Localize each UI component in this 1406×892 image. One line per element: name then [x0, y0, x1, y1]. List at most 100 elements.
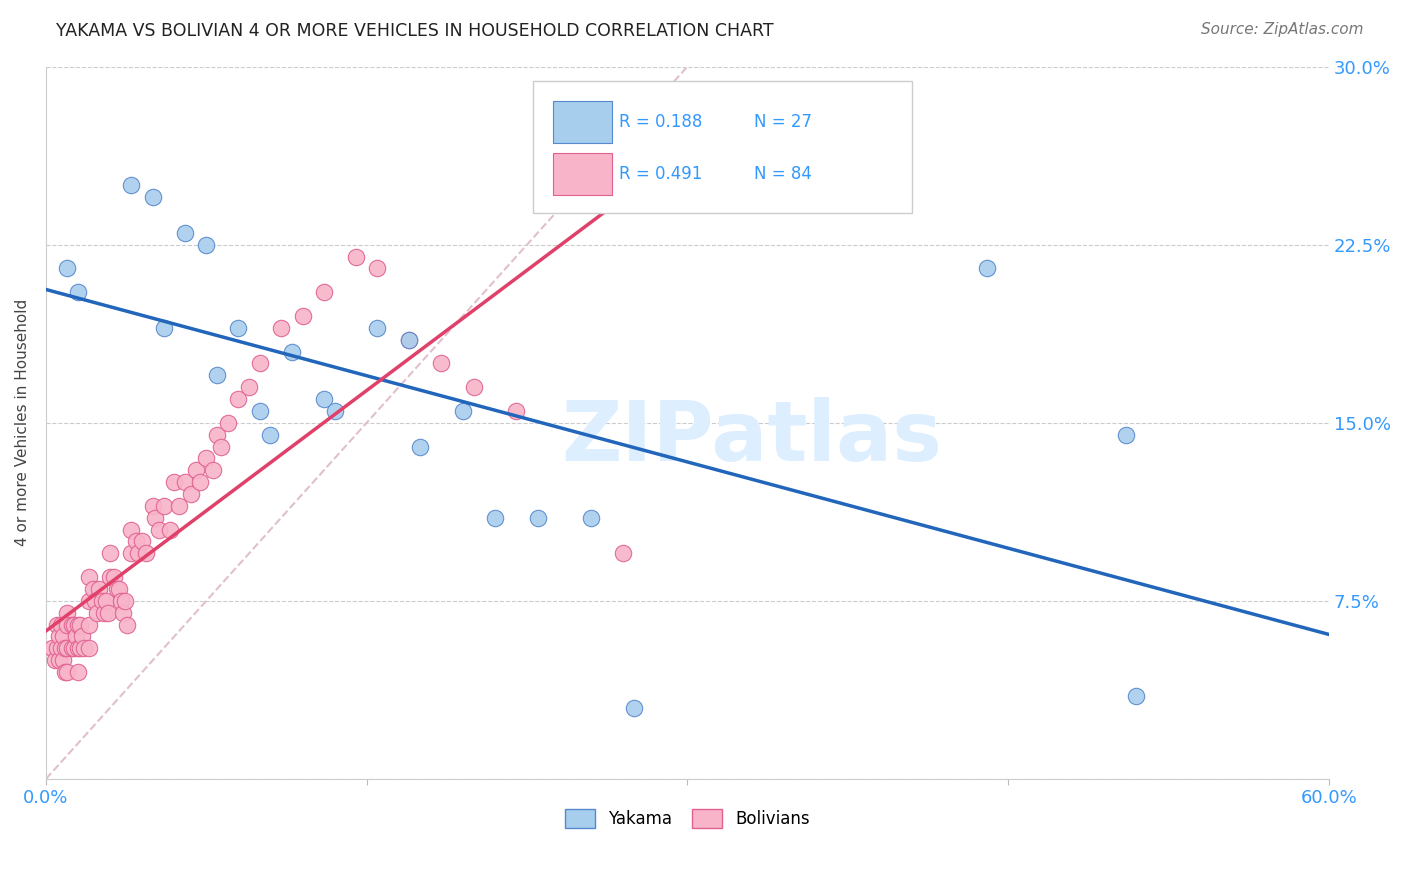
Point [623, 700, 645, 714]
Point [89, 582, 111, 596]
Point [48, 630, 70, 644]
Point [86, 606, 108, 620]
Point [249, 404, 271, 418]
Point [56, 261, 79, 276]
Point [115, 617, 138, 632]
Point [1125, 689, 1147, 703]
Point [53, 641, 76, 656]
Point [41, 641, 63, 656]
Point [209, 440, 232, 454]
Point [77, 641, 100, 656]
Point [259, 427, 281, 442]
Point [67, 617, 90, 632]
Point [52, 630, 75, 644]
FancyBboxPatch shape [553, 101, 612, 143]
Point [69, 617, 91, 632]
Point [77, 570, 100, 584]
Point [505, 404, 527, 418]
Point [77, 594, 100, 608]
Point [463, 380, 485, 394]
Point [1115, 427, 1137, 442]
Point [205, 368, 228, 383]
Point [312, 285, 335, 300]
Point [174, 226, 197, 240]
Point [238, 380, 260, 394]
Point [205, 427, 228, 442]
Point [142, 190, 165, 204]
Point [228, 392, 250, 406]
Point [97, 606, 120, 620]
Point [142, 499, 165, 513]
Point [270, 320, 292, 334]
Point [103, 570, 125, 584]
Point [217, 416, 239, 430]
Point [228, 320, 250, 334]
Point [159, 523, 181, 537]
Point [52, 653, 75, 667]
FancyBboxPatch shape [533, 81, 912, 212]
Point [90, 594, 112, 608]
Point [291, 309, 314, 323]
Point [67, 285, 90, 300]
Point [67, 665, 90, 679]
Point [195, 451, 218, 466]
Text: N = 27: N = 27 [754, 112, 813, 131]
Point [125, 534, 148, 549]
Text: Source: ZipAtlas.com: Source: ZipAtlas.com [1201, 22, 1364, 37]
Point [62, 641, 84, 656]
Point [366, 320, 388, 334]
Point [526, 510, 548, 524]
Point [121, 523, 143, 537]
Point [49, 641, 72, 656]
Point [323, 404, 346, 418]
Point [579, 510, 602, 524]
Point [65, 630, 87, 644]
Text: YAKAMA VS BOLIVIAN 4 OR MORE VEHICLES IN HOUSEHOLD CORRELATION CHART: YAKAMA VS BOLIVIAN 4 OR MORE VEHICLES IN… [56, 22, 773, 40]
Text: R = 0.188: R = 0.188 [620, 112, 703, 131]
Point [94, 594, 117, 608]
Point [49, 617, 72, 632]
Point [45, 617, 67, 632]
Point [82, 582, 104, 596]
Point [398, 333, 420, 347]
Point [131, 534, 153, 549]
Point [60, 617, 83, 632]
Point [398, 333, 420, 347]
Point [152, 320, 174, 334]
Point [148, 523, 170, 537]
Point [84, 594, 107, 608]
FancyBboxPatch shape [553, 153, 612, 195]
Point [56, 617, 79, 632]
Point [163, 475, 186, 489]
Point [62, 617, 84, 632]
Point [111, 606, 134, 620]
Text: R = 0.491: R = 0.491 [620, 165, 703, 183]
Point [93, 606, 115, 620]
Point [77, 617, 100, 632]
Point [121, 178, 143, 193]
Point [56, 665, 79, 679]
Point [121, 546, 143, 560]
Point [56, 641, 79, 656]
Point [430, 356, 453, 370]
Point [98, 570, 121, 584]
Point [143, 510, 166, 524]
Point [110, 594, 132, 608]
Point [281, 344, 304, 359]
Point [98, 546, 121, 560]
Point [180, 487, 202, 501]
Point [72, 630, 94, 644]
Point [366, 261, 388, 276]
Point [188, 475, 211, 489]
Point [105, 582, 128, 596]
Point [344, 250, 367, 264]
Point [484, 510, 506, 524]
Point [409, 440, 432, 454]
Point [114, 594, 136, 608]
Point [195, 237, 218, 252]
Point [48, 653, 70, 667]
Point [67, 641, 90, 656]
Point [612, 546, 634, 560]
Point [107, 582, 129, 596]
Point [451, 404, 474, 418]
